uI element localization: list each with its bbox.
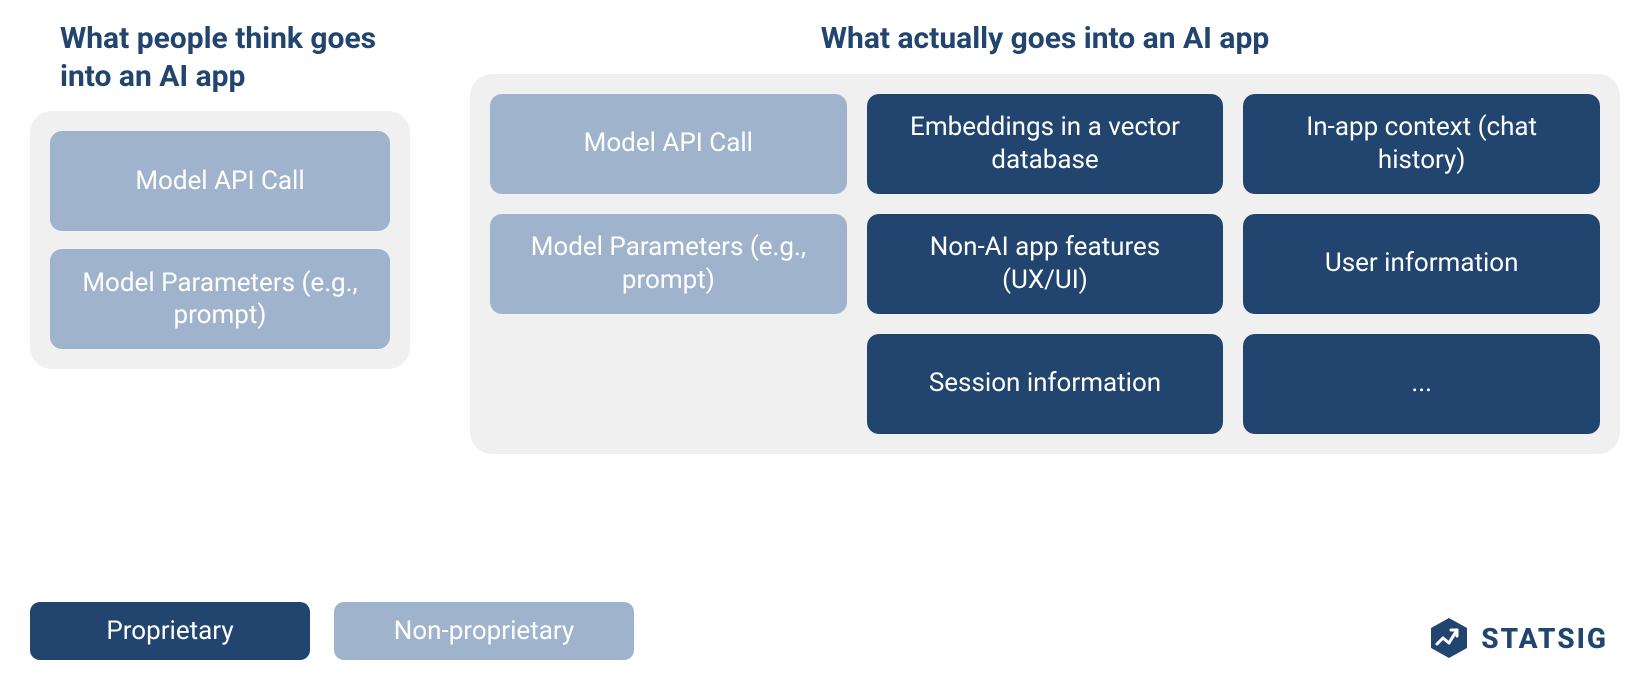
pill-user-info: User information bbox=[1243, 214, 1600, 314]
main-row: What people think goes into an AI app Mo… bbox=[30, 20, 1618, 454]
right-panel: What actually goes into an AI app Model … bbox=[470, 20, 1620, 454]
right-grid: Model API Call Embeddings in a vector da… bbox=[490, 94, 1600, 434]
statsig-logo-icon bbox=[1427, 616, 1471, 660]
legend-non-proprietary: Non-proprietary bbox=[334, 602, 634, 660]
legend: Proprietary Non-proprietary bbox=[30, 602, 634, 660]
legend-proprietary: Proprietary bbox=[30, 602, 310, 660]
pill-ellipsis: ... bbox=[1243, 334, 1600, 434]
pill-model-api-call: Model API Call bbox=[50, 131, 390, 231]
right-panel-box: Model API Call Embeddings in a vector da… bbox=[470, 74, 1620, 454]
pill-model-api-call-r: Model API Call bbox=[490, 94, 847, 194]
right-panel-title: What actually goes into an AI app bbox=[470, 20, 1620, 58]
pill-non-ai-features: Non-AI app features (UX/UI) bbox=[867, 214, 1224, 314]
left-panel-box: Model API Call Model Parameters (e.g., p… bbox=[30, 111, 410, 369]
pill-embeddings: Embeddings in a vector database bbox=[867, 94, 1224, 194]
brand-text: STATSIG bbox=[1481, 622, 1608, 655]
left-panel: What people think goes into an AI app Mo… bbox=[30, 20, 410, 369]
pill-session-info: Session information bbox=[867, 334, 1224, 434]
brand: STATSIG bbox=[1427, 616, 1608, 660]
left-panel-title: What people think goes into an AI app bbox=[30, 20, 380, 95]
pill-model-parameters-r: Model Parameters (e.g., prompt) bbox=[490, 214, 847, 314]
pill-in-app-context: In-app context (chat history) bbox=[1243, 94, 1600, 194]
pill-model-parameters: Model Parameters (e.g., prompt) bbox=[50, 249, 390, 349]
